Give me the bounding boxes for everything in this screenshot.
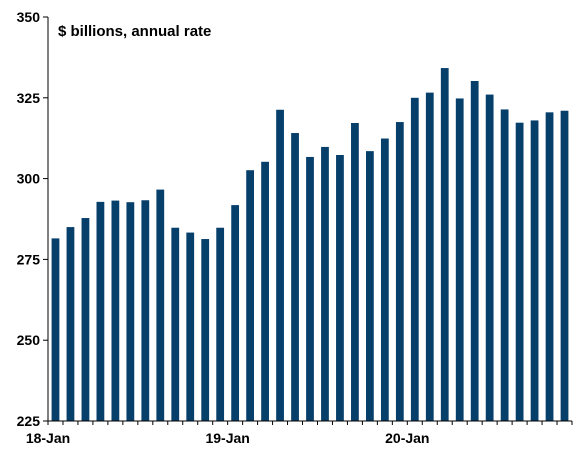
- bar-7: [141, 200, 150, 421]
- bar-29: [470, 80, 479, 422]
- bar-30: [485, 94, 494, 421]
- bar-5: [111, 200, 120, 421]
- y-tick-label: 275: [17, 251, 41, 267]
- bar-6: [126, 202, 135, 421]
- x-tick-label: 20-Jan: [385, 430, 429, 446]
- bar-26: [425, 92, 434, 421]
- bar-32: [515, 122, 524, 421]
- bar-25: [410, 97, 419, 422]
- bar-10: [186, 232, 195, 421]
- bar-24: [395, 122, 404, 421]
- bar-2: [66, 227, 75, 421]
- bars-layer: [51, 68, 569, 422]
- bar-34: [545, 112, 554, 421]
- x-tick-label: 18-Jan: [26, 430, 70, 446]
- bar-3: [81, 218, 90, 421]
- chart-title: $ billions, annual rate: [58, 23, 211, 40]
- bar-15: [261, 161, 269, 422]
- bar-1: [51, 238, 60, 421]
- y-tick-label: 300: [17, 171, 41, 187]
- bar-14: [246, 170, 255, 421]
- bar-35: [560, 110, 569, 421]
- bar-27: [440, 68, 449, 421]
- bar-16: [276, 109, 284, 421]
- y-tick-label: 250: [17, 332, 41, 348]
- bar-17: [291, 133, 299, 421]
- bar-22: [365, 151, 374, 421]
- bar-12: [216, 227, 225, 421]
- x-tick-label: 19-Jan: [205, 430, 249, 446]
- y-tick-label: 225: [17, 413, 41, 429]
- bar-19: [321, 146, 329, 421]
- bar-20: [336, 155, 344, 421]
- bar-21: [351, 123, 359, 421]
- y-tick-label: 350: [17, 9, 41, 25]
- x-axis-ticks: 18-Jan 19-Jan 20-Jan: [26, 421, 573, 446]
- bar-28: [455, 98, 464, 421]
- y-tick-label: 325: [17, 90, 41, 106]
- y-axis-ticks: 225 250 275 300 325 350: [17, 9, 48, 429]
- bar-9: [171, 227, 180, 421]
- bar-8: [156, 189, 165, 421]
- bar-13: [231, 205, 240, 421]
- bar-4: [96, 201, 105, 421]
- bar-33: [530, 120, 539, 422]
- bar-31: [500, 109, 509, 421]
- bar-18: [306, 156, 314, 421]
- bar-11: [201, 239, 210, 421]
- bar-23: [380, 138, 389, 421]
